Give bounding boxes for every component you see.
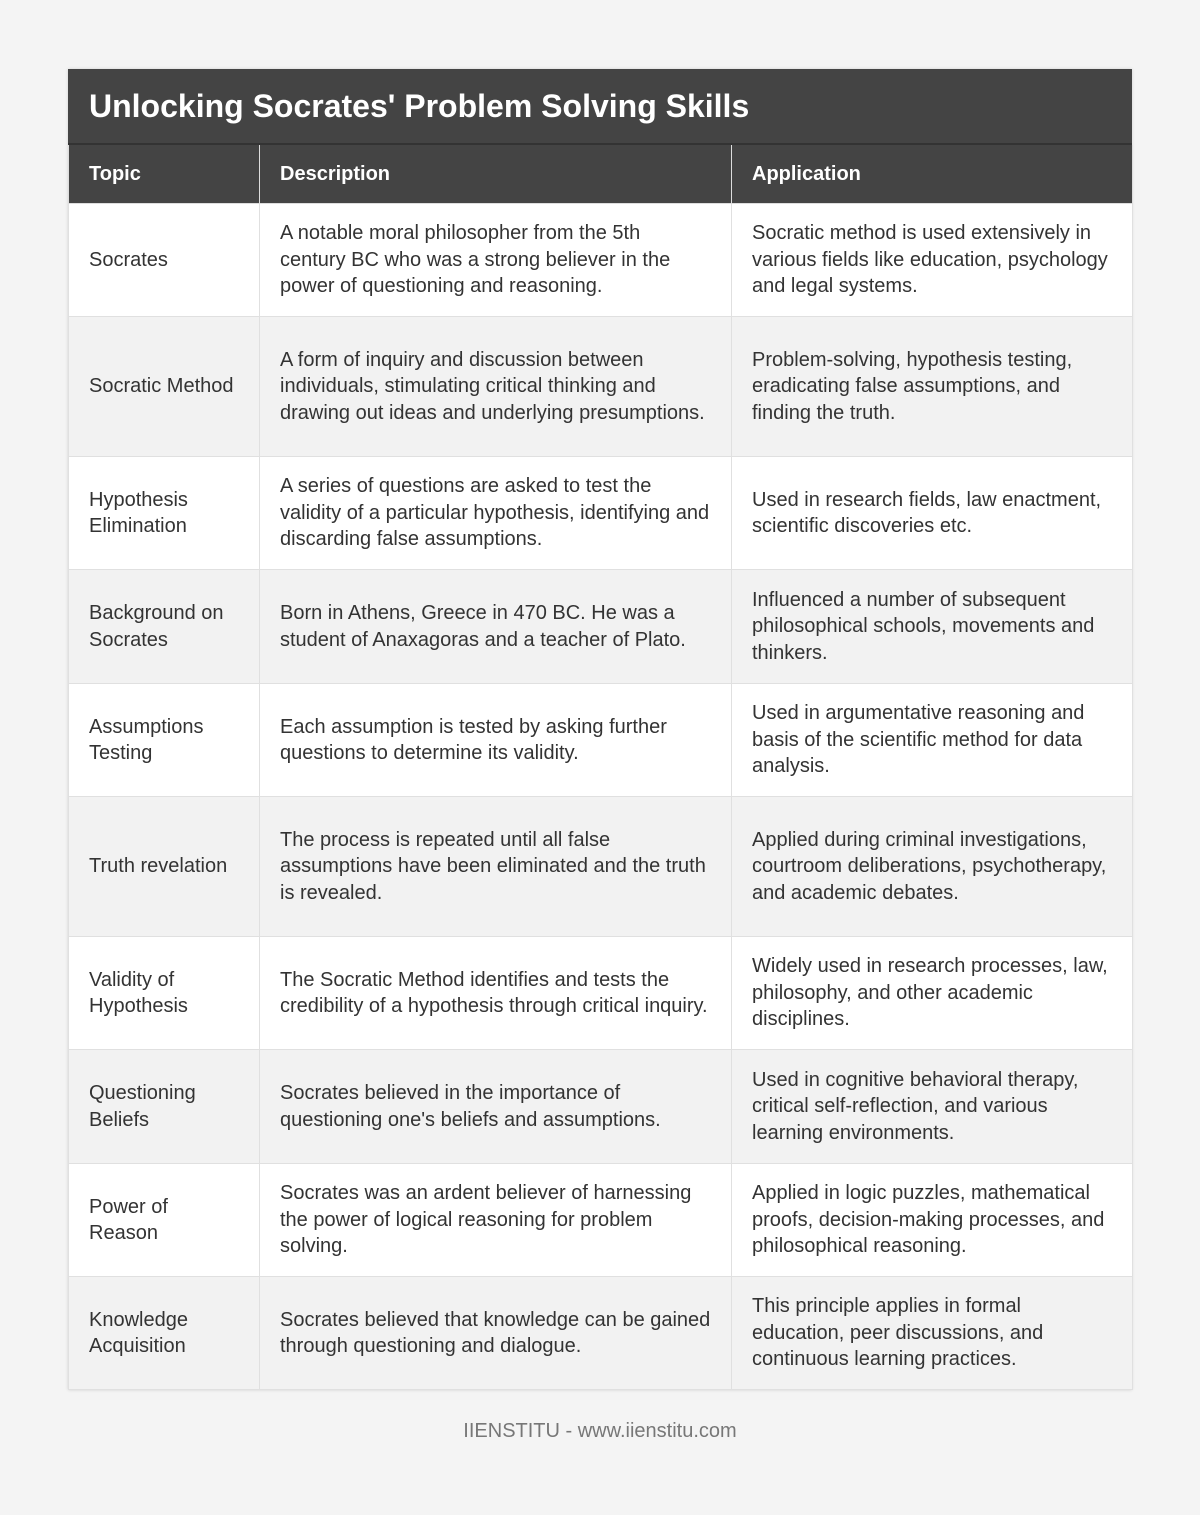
header-application: Application [731, 145, 1133, 204]
cell-description: Socrates believed that knowledge can be … [259, 1276, 732, 1390]
footer-credit: IIENSTITU - www.iienstitu.com [463, 1420, 737, 1442]
cell-description: A series of questions are asked to test … [259, 456, 732, 570]
cell-topic: Validity of Hypothesis [68, 936, 260, 1050]
cell-description: The Socratic Method identifies and tests… [259, 936, 732, 1050]
cell-topic: Truth revelation [68, 796, 260, 937]
table-row: Power of Reason Socrates was an ardent be… [68, 1163, 1133, 1277]
cell-description: The process is repeated until all false … [259, 796, 732, 937]
cell-topic: Power of Reason [68, 1163, 260, 1277]
cell-topic: Assumptions Testing [68, 683, 260, 797]
cell-application: Used in research fields, law enactment, … [731, 456, 1133, 570]
cell-application: Influenced a number of subsequent philos… [731, 569, 1133, 684]
cell-topic: Socrates [68, 203, 260, 317]
table-row: Assumptions Testing Each assumption is te… [68, 683, 1133, 797]
table-row: Background on Socrates Born in Athens, Gr… [68, 569, 1133, 684]
cell-topic: Hypothesis Elimination [68, 456, 260, 570]
cell-description: Each assumption is tested by asking furt… [259, 683, 732, 797]
cell-description: Socrates believed in the importance of q… [259, 1049, 732, 1164]
cell-topic: Knowledge Acquisition [68, 1276, 260, 1390]
header-topic: Topic [68, 145, 260, 204]
cell-application: Applied in logic puzzles, mathematical p… [731, 1163, 1133, 1277]
cell-description: Socrates was an ardent believer of harne… [259, 1163, 732, 1277]
cell-application: This principle applies in formal educati… [731, 1276, 1133, 1390]
data-table: Topic Description Application Socrates A … [68, 145, 1133, 1390]
table-row: Knowledge Acquisition Socrates believed t… [68, 1276, 1133, 1390]
cell-topic: Background on Socrates [68, 569, 260, 684]
cell-topic: Socratic Method [68, 316, 260, 457]
cell-description: A form of inquiry and discussion between… [259, 316, 732, 457]
cell-application: Widely used in research processes, law, … [731, 936, 1133, 1050]
table-row: Hypothesis Elimination A series of questi… [68, 456, 1133, 570]
table-row: Validity of Hypothesis The Socratic Metho… [68, 936, 1133, 1050]
cell-application: Used in cognitive behavioral therapy, cr… [731, 1049, 1133, 1164]
cell-application: Socratic method is used extensively in v… [731, 203, 1133, 317]
cell-application: Used in argumentative reasoning and basi… [731, 683, 1133, 797]
cell-application: Applied during criminal investigations, … [731, 796, 1133, 937]
table-title: Unlocking Socrates' Problem Solving Skil… [68, 69, 1132, 145]
cell-description: Born in Athens, Greece in 470 BC. He was… [259, 569, 732, 684]
table-row: Socrates A notable moral philosopher from… [68, 203, 1133, 317]
table-row: Truth revelation The process is repeated … [68, 796, 1133, 937]
cell-description: A notable moral philosopher from the 5th… [259, 203, 732, 317]
table-row: Socratic Method A form of inquiry and dis… [68, 316, 1133, 457]
table-card: Unlocking Socrates' Problem Solving Skil… [68, 69, 1133, 1390]
header-row: Topic Description Application [68, 145, 1133, 204]
header-description: Description [259, 145, 732, 204]
cell-application: Problem-solving, hypothesis testing, era… [731, 316, 1133, 457]
cell-topic: Questioning Beliefs [68, 1049, 260, 1164]
table-row: Questioning Beliefs Socrates believed in … [68, 1049, 1133, 1164]
